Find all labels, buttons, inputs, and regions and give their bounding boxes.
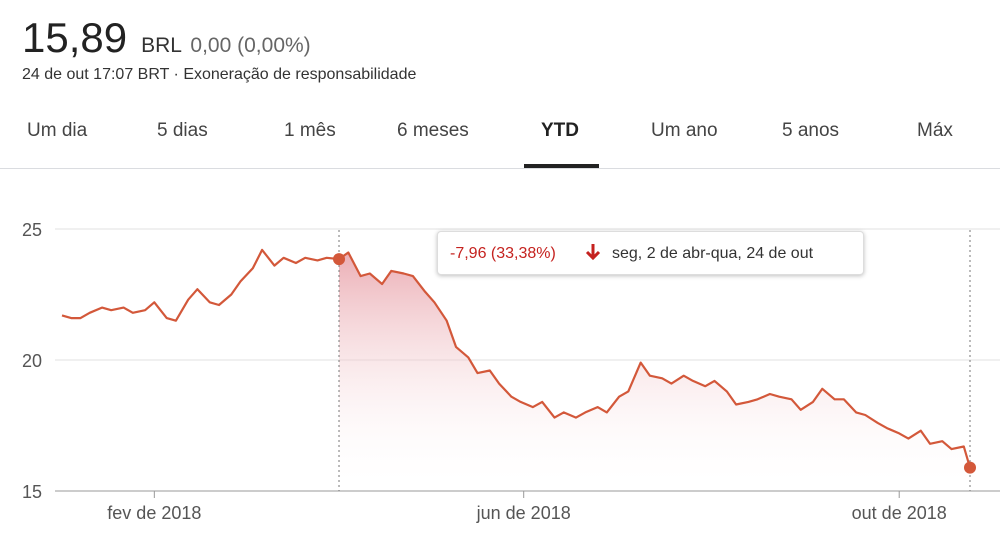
- y-tick-label: 20: [22, 351, 42, 371]
- selection-area-fill: [339, 252, 970, 491]
- time-range-tabs: Um dia 5 dias 1 mês 6 meses YTD Um ano 5…: [0, 104, 1000, 169]
- quote-timestamp-line: 24 de out 17:07 BRT · Exoneração de resp…: [22, 66, 416, 84]
- tab-5-anos[interactable]: 5 anos: [782, 120, 840, 141]
- y-tick-label: 15: [22, 482, 42, 502]
- tab-1-mes[interactable]: 1 mês: [284, 120, 336, 141]
- tab-5-dias[interactable]: 5 dias: [157, 120, 208, 141]
- tab-um-ano[interactable]: Um ano: [651, 120, 718, 141]
- selection-tooltip: -7,96 (33,38%) seg, 2 de abr-qua, 24 de …: [437, 231, 864, 275]
- active-tab-indicator: [524, 164, 599, 168]
- disclaimer-link[interactable]: Exoneração de responsabilidade: [183, 66, 417, 83]
- price-header: 15,89 BRL 0,00 (0,00%): [22, 14, 311, 62]
- price-change: 0,00 (0,00%): [190, 34, 311, 57]
- tab-max[interactable]: Máx: [917, 120, 953, 141]
- x-tick-label: out de 2018: [852, 503, 947, 523]
- price-chart[interactable]: 25 20 15 fev de 2018 jun de 2018 out de 2018: [0, 168, 1000, 535]
- tooltip-change: -7,96 (33,38%): [450, 245, 556, 262]
- x-tick-label: jun de 2018: [476, 503, 571, 523]
- selection-start-point[interactable]: [333, 253, 346, 266]
- arrow-down-icon: [584, 242, 602, 267]
- current-price: 15,89: [22, 14, 128, 61]
- tooltip-date-range: seg, 2 de abr-qua, 24 de out: [612, 245, 814, 262]
- quote-timestamp: 24 de out 17:07 BRT: [22, 66, 170, 83]
- currency-code: BRL: [141, 34, 182, 57]
- tab-um-dia[interactable]: Um dia: [27, 120, 88, 141]
- separator-dot: ·: [173, 66, 179, 83]
- selection-end-point[interactable]: [964, 461, 976, 474]
- tab-ytd[interactable]: YTD: [541, 120, 579, 141]
- tab-6-meses[interactable]: 6 meses: [397, 120, 469, 141]
- price-line: [61, 248, 972, 469]
- y-tick-label: 25: [22, 220, 42, 240]
- x-tick-label: fev de 2018: [107, 503, 201, 523]
